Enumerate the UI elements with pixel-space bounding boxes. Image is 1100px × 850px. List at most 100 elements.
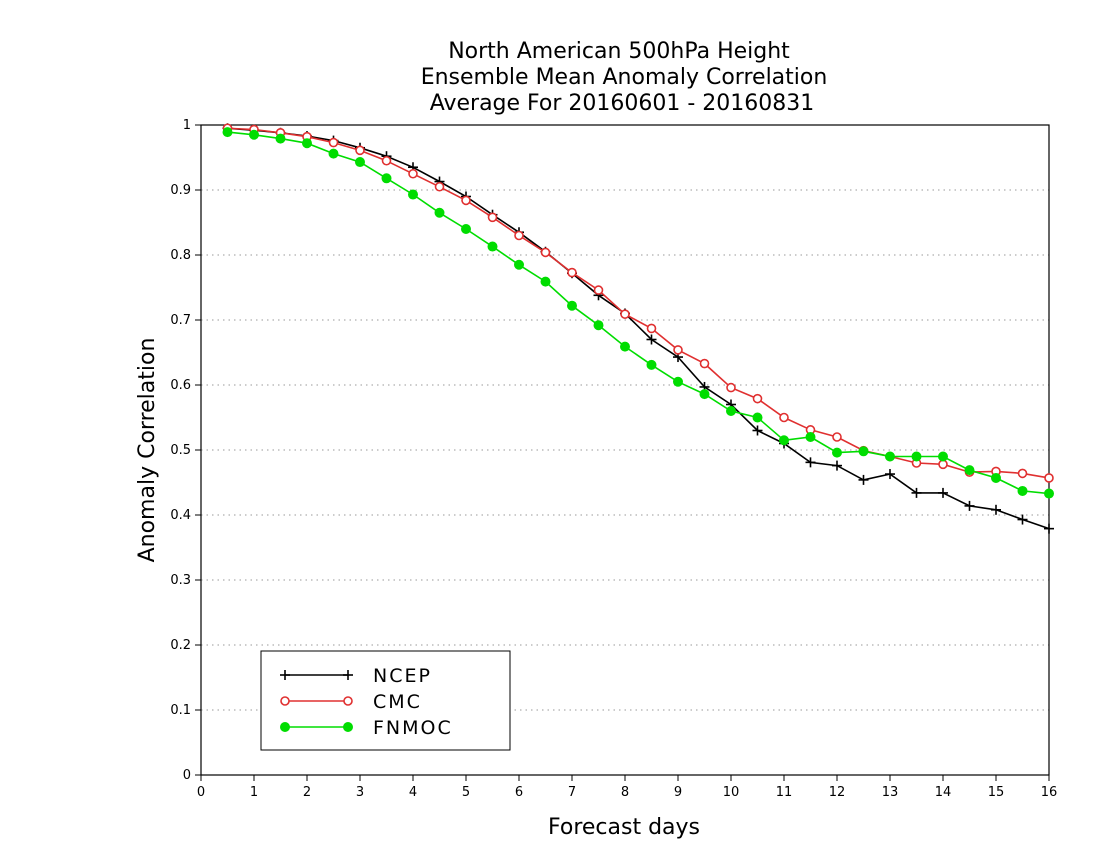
legend-marker-cmc: [343, 696, 353, 706]
data-point-fnmoc: [275, 133, 286, 144]
data-point-ncep: [752, 425, 763, 436]
data-point-fnmoc: [434, 207, 445, 218]
x-tick-label: 10: [723, 785, 740, 800]
data-point-fnmoc: [673, 376, 683, 387]
data-point-fnmoc: [858, 446, 869, 457]
data-point-cmc: [487, 212, 498, 223]
chart-title: North American 500hPa Height Ensemble Me…: [421, 39, 828, 116]
legend-marker-ncep: [280, 670, 290, 680]
data-point-ncep: [805, 457, 816, 468]
y-axis: 0 0.1 0.2 0.3 0.4 0.5 0.6 0.7 0.8 0.9 1: [170, 118, 201, 783]
data-point-ncep: [858, 474, 869, 485]
data-point-fnmoc: [699, 389, 710, 400]
data-point-fnmoc: [328, 148, 339, 159]
title-line-3: Average For 20160601 - 20160831: [430, 91, 815, 116]
legend-label-cmc: CMC: [373, 691, 422, 713]
data-point-fnmoc: [964, 465, 975, 476]
legend-marker-fnmoc: [343, 722, 353, 732]
data-point-fnmoc: [222, 127, 233, 138]
y-axis-title: Anomaly Correlation: [135, 338, 160, 563]
data-point-ncep: [1017, 514, 1028, 525]
x-tick-label: 5: [462, 785, 470, 800]
data-point-ncep: [938, 487, 948, 498]
data-point-fnmoc: [381, 173, 392, 184]
data-point-fnmoc: [646, 359, 657, 370]
x-tick-label: 8: [621, 785, 629, 800]
data-point-ncep: [991, 504, 1001, 515]
x-axis: 0 1 2 3 4 5 6 7 8 9 10 11 12 13 14 15 16: [197, 775, 1057, 800]
data-point-cmc: [328, 137, 339, 148]
data-point-cmc: [646, 323, 657, 334]
data-point-fnmoc: [1044, 488, 1054, 499]
legend-item-fnmoc: FNMOC: [280, 717, 453, 739]
data-point-fnmoc: [620, 341, 630, 352]
data-point-cmc: [699, 358, 710, 369]
legend-item-cmc: CMC: [280, 691, 422, 713]
series-layer: [222, 123, 1054, 534]
data-point-cmc: [408, 168, 418, 179]
series-fnmoc: [222, 127, 1054, 499]
data-point-fnmoc: [408, 189, 418, 200]
x-tick-label: 14: [935, 785, 952, 800]
legend-items: NCEP CMC FNMOC: [280, 665, 453, 739]
data-point-fnmoc: [991, 472, 1001, 483]
data-point-fnmoc: [805, 432, 816, 442]
x-tick-label: 3: [356, 785, 364, 800]
data-point-ncep: [964, 500, 975, 511]
data-point-ncep: [885, 469, 895, 480]
x-tick-label: 13: [882, 785, 899, 800]
x-tick-label: 11: [776, 785, 793, 800]
y-tick-label: 0.5: [170, 443, 191, 458]
data-point-cmc: [1017, 468, 1028, 479]
data-point-fnmoc: [540, 276, 551, 287]
data-point-cmc: [514, 230, 524, 241]
y-tick-label: 0.1: [170, 703, 191, 718]
series-line-cmc: [227, 127, 1050, 479]
data-point-fnmoc: [779, 435, 789, 446]
legend-marker-ncep: [343, 670, 353, 680]
data-point-ncep: [646, 334, 657, 345]
data-point-fnmoc: [514, 259, 524, 270]
x-tick-label: 0: [197, 785, 205, 800]
data-point-fnmoc: [593, 320, 604, 331]
data-point-fnmoc: [832, 447, 842, 458]
x-tick-label: 16: [1041, 785, 1058, 800]
data-point-cmc: [752, 393, 763, 404]
data-point-cmc: [434, 181, 445, 192]
data-point-cmc: [461, 195, 471, 206]
data-point-cmc: [1044, 473, 1054, 483]
x-tick-label: 2: [303, 785, 311, 800]
data-point-fnmoc: [752, 412, 763, 423]
y-tick-label: 0.8: [170, 248, 191, 263]
data-point-ncep: [911, 487, 922, 498]
data-point-ncep: [832, 460, 842, 471]
data-point-cmc: [540, 247, 551, 258]
data-point-fnmoc: [1017, 485, 1028, 496]
data-point-fnmoc: [249, 129, 259, 140]
x-axis-title: Forecast days: [548, 815, 700, 840]
legend-marker-fnmoc: [280, 722, 290, 732]
legend: NCEP CMC FNMOC: [260, 650, 511, 751]
data-point-cmc: [567, 267, 577, 278]
legend-item-ncep: NCEP: [280, 665, 430, 687]
data-point-cmc: [355, 145, 365, 156]
y-tick-label: 0.9: [170, 183, 191, 198]
x-tick-label: 9: [674, 785, 682, 800]
series-ncep: [222, 123, 1054, 534]
y-tick-label: 0.3: [170, 573, 191, 588]
y-tick-label: 0: [183, 768, 191, 783]
x-tick-label: 15: [988, 785, 1005, 800]
data-point-fnmoc: [911, 451, 922, 462]
data-point-fnmoc: [487, 241, 498, 252]
x-tick-label: 6: [515, 785, 523, 800]
x-tick-label: 4: [409, 785, 417, 800]
y-tick-label: 0.6: [170, 378, 191, 393]
data-point-fnmoc: [726, 406, 736, 416]
legend-marker-cmc: [280, 696, 290, 706]
data-point-fnmoc: [355, 157, 365, 168]
data-point-cmc: [779, 412, 789, 423]
legend-label-fnmoc: FNMOC: [373, 717, 453, 739]
title-line-1: North American 500hPa Height: [448, 39, 790, 64]
y-tick-label: 0.7: [170, 313, 191, 328]
